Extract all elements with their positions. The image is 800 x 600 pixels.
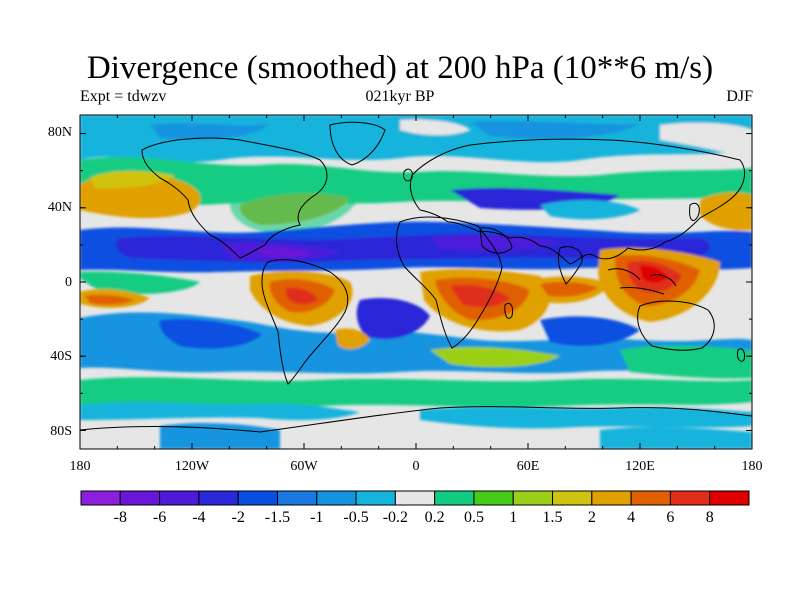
north-america-outline — [141, 137, 328, 259]
colorbar-label: 8 — [706, 509, 714, 526]
colorbar-swatch — [80, 490, 121, 506]
longitude-labels: 180 120W 60W 0 60E 120E 180 — [70, 459, 763, 474]
colorbar-swatch — [630, 490, 671, 506]
field-npac-yellow — [90, 171, 175, 189]
field-maritime-max — [640, 265, 668, 283]
field-ssub-green — [620, 345, 752, 379]
field-antarctic-blue — [160, 423, 280, 449]
colorbar-label: -1.5 — [265, 509, 290, 526]
lat-label-0: 0 — [65, 275, 72, 290]
colorbar-label: -6 — [153, 509, 166, 526]
field-north-blue-3 — [470, 120, 640, 140]
field-indian-red — [540, 281, 598, 297]
field-africa-deepred — [450, 284, 510, 308]
colorbar-label: 0.5 — [464, 509, 484, 526]
colorbar-label: 1.5 — [543, 509, 563, 526]
colorbar-label: 2 — [588, 509, 596, 526]
colorbar-swatch — [198, 490, 239, 506]
colorbar-swatch — [709, 490, 750, 506]
season-label: DJF — [726, 88, 753, 105]
colorbar-swatch — [434, 490, 475, 506]
colorbar-swatch — [316, 490, 357, 506]
field-ssub-indigo-3 — [540, 316, 640, 346]
lon-label-120w: 120W — [175, 459, 210, 474]
lat-label-40n: 40N — [48, 200, 72, 215]
lon-label-180e: 180 — [742, 459, 763, 474]
new-zealand-outline — [737, 348, 745, 362]
colorbar-label: -2 — [232, 509, 245, 526]
colorbar-labels: -8 -6 -4 -2 -1.5 -1 -0.5 -0.2 0.2 0.5 1 1.5 2 4 6 8 — [114, 509, 714, 526]
lon-label-60e: 60E — [517, 459, 540, 474]
africa-outline — [396, 216, 503, 349]
colorbar-label: -8 — [114, 509, 127, 526]
colorbar-swatch — [591, 490, 632, 506]
latitude-labels: 80N 40N 0 40S 80S — [48, 125, 72, 439]
arabia-outline — [479, 227, 513, 254]
colorbar-swatch — [237, 490, 278, 506]
field-ssub-yellow — [430, 347, 560, 368]
field-ssub-indigo — [159, 318, 262, 349]
colorbar-label: -0.5 — [343, 509, 368, 526]
map-title: Divergence (smoothed) at 200 hPa (10**6 … — [86, 50, 714, 86]
colorbar-swatch — [552, 490, 593, 506]
field-asia-cyan — [540, 199, 640, 220]
lon-label-120e: 120E — [625, 459, 655, 474]
axis-ticks — [79, 115, 753, 449]
period-label: 021kyr BP — [365, 88, 435, 105]
field-ntrop-purple-2 — [260, 247, 312, 258]
colorbar — [80, 490, 750, 506]
eurasia-outline — [409, 138, 746, 265]
japan-outline — [689, 202, 700, 222]
lat-label-80s: 80S — [50, 424, 72, 439]
colorbar-label: 0.2 — [425, 509, 445, 526]
field-antarctic-blue-2 — [600, 426, 752, 449]
lon-label-0: 0 — [413, 459, 420, 474]
field-ssub-indigo-2 — [356, 297, 430, 340]
colorbar-swatch — [159, 490, 200, 506]
antarctica-outline — [80, 406, 752, 433]
field-north-blue-2 — [150, 123, 270, 140]
india-outline — [557, 246, 583, 285]
colorbar-label: -0.2 — [383, 509, 408, 526]
australia-outline — [637, 300, 715, 351]
lon-label-180w: 180 — [70, 459, 91, 474]
colorbar-swatch — [669, 490, 711, 506]
colorbar-label: 1 — [509, 509, 517, 526]
field-ssub-blue — [80, 312, 752, 374]
greenland-outline — [329, 121, 386, 166]
lat-label-40s: 40S — [50, 349, 72, 364]
field-north-grey-patch — [400, 119, 470, 136]
field-ntrop-purple-3 — [430, 235, 560, 251]
colorbar-label: 6 — [666, 509, 674, 526]
colorbar-swatch — [394, 490, 436, 506]
field-nwpac-orange — [700, 192, 752, 231]
experiment-label: Expt = tdwzv — [80, 88, 167, 105]
field-souther-green — [80, 377, 752, 408]
field-natl-green — [229, 187, 360, 234]
field-cpac-green — [80, 271, 200, 295]
colorbar-swatch — [276, 490, 318, 506]
lat-label-80n: 80N — [48, 125, 72, 140]
field-satl-orange — [335, 328, 370, 350]
colorbar-label: 4 — [627, 509, 635, 526]
lon-label-60w: 60W — [290, 459, 318, 474]
field-south-cyan — [80, 402, 360, 420]
colorbar-label: -1 — [310, 509, 323, 526]
british-isles-outline — [403, 168, 413, 182]
coastlines — [80, 121, 752, 433]
madagascar-outline — [504, 302, 513, 319]
field-samerica-deepred — [285, 287, 318, 305]
colorbar-swatch — [512, 490, 554, 506]
colorbar-swatch — [473, 490, 514, 506]
field-north-grey-patch-2 — [660, 122, 752, 160]
field-south-cyan-2 — [420, 407, 752, 429]
field-cpac-red — [85, 294, 135, 305]
south-america-outline — [261, 259, 349, 385]
colorbar-label: -4 — [192, 509, 205, 526]
colorbar-swatch — [119, 490, 161, 506]
colorbar-swatch — [355, 490, 396, 506]
indonesia-outline — [607, 268, 677, 295]
